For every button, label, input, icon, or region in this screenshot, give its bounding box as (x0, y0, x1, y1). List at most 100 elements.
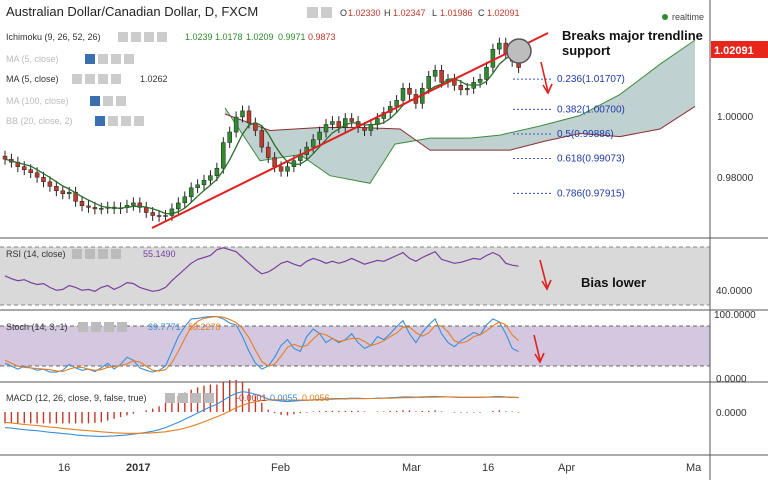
macd-signal-series (4, 396, 519, 434)
more-icon[interactable] (157, 32, 167, 42)
time-label-16b: 16 (482, 462, 494, 474)
fib-levels: 0.236(1.01707) 0.382(1.00700) 0.5(0.99886)… (513, 74, 625, 199)
candle (394, 95, 399, 112)
ma-hidden-1-toolbar (85, 54, 134, 64)
more-icon[interactable] (124, 54, 134, 64)
ichimoku-value-4: 0.9971 (278, 32, 306, 42)
stoch-toolbar (78, 322, 127, 332)
candle (47, 176, 53, 192)
settings-icon[interactable] (178, 393, 188, 403)
settings-icon[interactable] (131, 32, 141, 42)
add-icon[interactable] (121, 116, 131, 126)
candle (432, 64, 438, 82)
candle (323, 119, 329, 138)
stoch-label[interactable]: Stoch (14, 3, 1) (6, 322, 68, 332)
ichimoku-toolbar (118, 32, 167, 42)
more-icon[interactable] (134, 116, 144, 126)
stoch-k-value: 39.7771 (148, 322, 181, 332)
eye-icon[interactable] (78, 322, 88, 332)
eye-icon[interactable] (90, 96, 100, 106)
eye-icon[interactable] (72, 74, 82, 84)
candle (233, 111, 239, 138)
settings-icon[interactable] (103, 96, 113, 106)
arrow-down-stoch-icon (533, 334, 545, 364)
candle (86, 200, 91, 213)
ma-hidden-1-label[interactable]: MA (5, close) (6, 54, 59, 64)
macd-toolbar (165, 393, 214, 403)
ma-hidden-2-label[interactable]: MA (100, close) (6, 96, 69, 106)
macd-label[interactable]: MACD (12, 26, close, 9, false, true) (6, 393, 147, 403)
candle (60, 185, 66, 200)
chart-title: Australian Dollar/Canadian Dollar, D, FX… (6, 4, 258, 19)
ma5-toolbar (72, 74, 121, 84)
candle (195, 179, 200, 194)
candle (99, 202, 104, 215)
candle (497, 37, 502, 55)
price-tick-2: 1.00000 (717, 112, 754, 123)
candle (208, 170, 213, 186)
candle (221, 137, 226, 174)
ohlc-c-label: C (478, 8, 485, 18)
candle (137, 197, 143, 213)
add-icon[interactable] (116, 96, 126, 106)
cloud-fill (225, 40, 695, 184)
more-icon[interactable] (204, 393, 214, 403)
macd-hist-value: -0.0001 (236, 393, 267, 403)
current-price-badge (711, 41, 768, 58)
eye-icon[interactable] (165, 393, 175, 403)
settings-icon[interactable] (108, 116, 118, 126)
time-label-2017: 2017 (126, 462, 150, 474)
eye-icon[interactable] (95, 116, 105, 126)
eye-icon[interactable] (118, 32, 128, 42)
candle (182, 191, 188, 209)
candle (343, 113, 348, 133)
ichimoku-label[interactable]: Ichimoku (9, 26, 52, 26) (6, 32, 101, 42)
fib-label-0: 0.236(1.01707) (557, 74, 625, 85)
candle (150, 207, 155, 221)
candle (458, 79, 464, 96)
add-icon[interactable] (104, 322, 114, 332)
ichimoku-value-3: 1.0209 (246, 32, 274, 42)
price-tick-3: 0.98000 (717, 173, 754, 184)
rsi-label[interactable]: RSI (14, close) (6, 249, 66, 259)
settings-icon[interactable] (98, 54, 108, 64)
more-icon[interactable] (111, 74, 121, 84)
add-icon[interactable] (144, 32, 154, 42)
settings-icon[interactable] (91, 322, 101, 332)
more-icon[interactable] (111, 249, 121, 259)
eye-icon[interactable] (307, 7, 318, 18)
candle (330, 116, 335, 130)
ichimoku-value-1: 1.0239 (185, 32, 213, 42)
settings-icon[interactable] (85, 249, 95, 259)
candle (22, 161, 27, 176)
add-icon[interactable] (98, 74, 108, 84)
settings-icon[interactable] (321, 7, 332, 18)
fib-label-2: 0.5(0.99886) (557, 129, 614, 140)
add-icon[interactable] (111, 54, 121, 64)
candle (201, 174, 207, 191)
trendline[interactable] (151, 32, 549, 229)
eye-icon[interactable] (72, 249, 82, 259)
candle (407, 82, 412, 100)
candle (317, 126, 322, 145)
span-a-line (224, 39, 696, 184)
candle (92, 201, 98, 215)
eye-icon[interactable] (85, 54, 95, 64)
arrow-down-price-icon (540, 61, 553, 95)
more-icon[interactable] (117, 322, 127, 332)
candle (163, 210, 168, 222)
ma5-label[interactable]: MA (5, close) (6, 74, 59, 84)
candle (156, 210, 162, 222)
add-icon[interactable] (191, 393, 201, 403)
header-toolbar (307, 7, 332, 18)
bb-label[interactable]: BB (20, close, 2) (6, 116, 73, 126)
bb-toolbar (95, 116, 144, 126)
stoch-axis-tick-top: 100.0000 (714, 310, 756, 321)
macd-histogram (4, 380, 520, 424)
stoch-band (0, 326, 710, 366)
fib-label-1: 0.382(1.00700) (557, 104, 625, 115)
settings-icon[interactable] (85, 74, 95, 84)
add-icon[interactable] (98, 249, 108, 259)
